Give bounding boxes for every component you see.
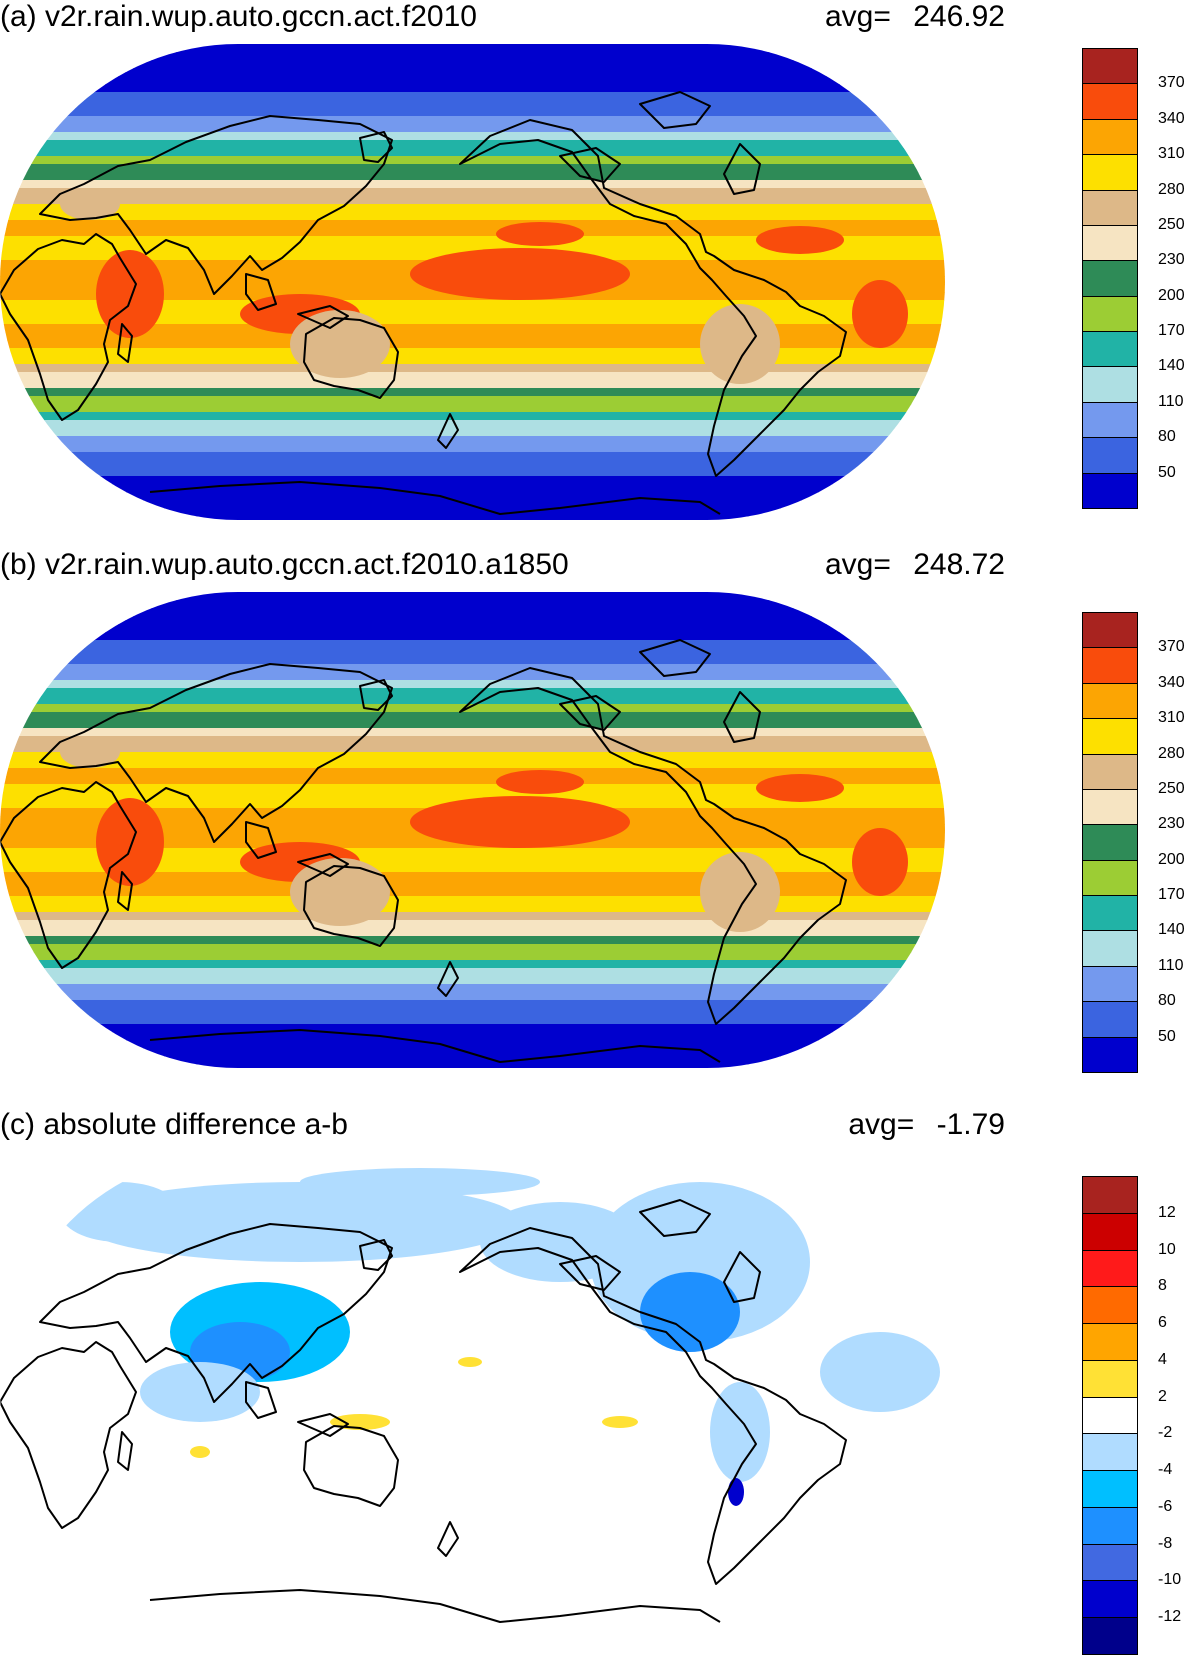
world-map-a [0,44,945,520]
colorbar-label: 200 [1158,286,1185,304]
colorbar-swatch [1082,1323,1138,1361]
colorbar-label: 12 [1158,1203,1176,1221]
colorbar-label: -8 [1158,1534,1173,1552]
colorbar-swatch [1082,472,1138,509]
map-panel-a: (a) v2r.rain.wup.auto.gccn.act.f2010 avg… [0,0,1188,548]
colorbar-swatch [1082,118,1138,156]
colorbar-label: 310 [1158,145,1185,163]
colorbar-swatch [1082,260,1138,297]
colorbar-label: -6 [1158,1497,1173,1515]
colorbar-swatch [1082,1001,1138,1038]
colorbar-swatch [1082,1617,1138,1655]
colorbar-label: 2 [1158,1387,1167,1405]
colorbar-label: 110 [1158,392,1184,410]
colorbar-swatch [1082,1506,1138,1545]
colorbar-swatch [1082,154,1138,191]
colorbar-label: 170 [1158,322,1185,340]
world-map-b [0,592,945,1068]
colorbar-label: 370 [1158,74,1185,92]
colorbar-label: 230 [1158,251,1185,269]
panel-title: (b) v2r.rain.wup.auto.gccn.act.f2010.a18… [0,548,569,581]
colorbar-label: 250 [1158,779,1185,797]
colorbar-swatch [1082,647,1138,684]
colorbar-swatch [1082,366,1138,403]
colorbar-swatch [1082,331,1138,368]
colorbar-swatch [1082,295,1138,333]
colorbar-swatch [1082,189,1138,226]
colorbar-label: 170 [1158,886,1185,904]
avg-label: avg= [848,1108,915,1141]
colorbar-swatch [1082,1212,1138,1251]
colorbar-label: -2 [1158,1424,1173,1442]
colorbar-label: 250 [1158,215,1185,233]
colorbar-label: 10 [1158,1240,1176,1258]
colorbar-label: 4 [1158,1350,1167,1368]
colorbar-swatch [1082,965,1138,1003]
colorbar-swatch [1082,718,1138,755]
avg-value: -1.79 [936,1108,1005,1141]
panel-title: (a) v2r.rain.wup.auto.gccn.act.f2010 [0,0,477,33]
colorbar-label: 110 [1158,956,1184,974]
colorbar-swatch [1082,1359,1138,1398]
colorbar-swatch [1082,83,1138,120]
panel-average: avg= -1.79 [848,1108,1005,1142]
avg-label: avg= [825,548,891,581]
colorbar-swatch [1082,930,1138,967]
colorbar-label: 50 [1158,1027,1176,1045]
colorbar-swatch [1082,1396,1138,1435]
avg-label: avg= [825,0,891,33]
colorbar-label: 280 [1158,744,1185,762]
colorbar-swatch [1082,1470,1138,1508]
colorbar-label: 140 [1158,921,1185,939]
colorbar-label: 280 [1158,180,1185,198]
colorbar-label: 8 [1158,1277,1167,1295]
colorbar-label: 310 [1158,709,1185,727]
colorbar-swatch [1082,1036,1138,1073]
colorbar-label: 80 [1158,428,1176,446]
panel-average: avg= 246.92 [825,0,1005,34]
colorbar-label: 50 [1158,463,1176,481]
colorbar-label: 200 [1158,850,1185,868]
colorbar-swatch [1082,48,1138,85]
map-panel-c: (c) absolute difference a-b avg= -1.79 1… [0,1108,1188,1677]
colorbar-label: 230 [1158,815,1185,833]
colorbar-swatch [1082,224,1138,262]
colorbar-swatch [1082,895,1138,932]
colorbar-label: -12 [1158,1608,1182,1626]
colorbar-swatch [1082,1433,1138,1472]
colorbar-swatch [1082,859,1138,897]
colorbar-swatch [1082,401,1138,439]
colorbar-swatch [1082,437,1138,474]
panel-average: avg= 248.72 [825,548,1005,582]
colorbar-b: 370 340 310 280 250 230 200 170 140 110 80 50 [1082,612,1185,1073]
colorbar-label: -4 [1158,1461,1173,1479]
colorbar-c: 12 10 8 6 4 2 -2 -4 -6 -8 -10 -12 [1082,1176,1181,1655]
world-map-c [0,1152,945,1628]
colorbar-swatch [1082,753,1138,790]
colorbar-label: -10 [1158,1571,1182,1589]
colorbar-swatch [1082,682,1138,720]
avg-value: 248.72 [913,548,1005,581]
colorbar-label: 340 [1158,673,1185,691]
map-panel-b: (b) v2r.rain.wup.auto.gccn.act.f2010.a18… [0,548,1188,1108]
colorbar-a: 370 340 310 280 250 230 200 170 140 110 80 50 [1082,48,1185,509]
colorbar-swatch [1082,1543,1138,1582]
colorbar-swatch [1082,1580,1138,1619]
avg-value: 246.92 [913,0,1005,33]
colorbar-swatch [1082,1286,1138,1325]
colorbar-swatch [1082,824,1138,861]
colorbar-label: 140 [1158,357,1185,375]
colorbar-label: 80 [1158,992,1176,1010]
colorbar-label: 370 [1158,638,1185,656]
colorbar-swatch [1082,1176,1138,1214]
panel-title: (c) absolute difference a-b [0,1108,348,1141]
colorbar-label: 340 [1158,109,1185,127]
colorbar-label: 6 [1158,1314,1167,1332]
colorbar-swatch [1082,1249,1138,1288]
colorbar-swatch [1082,612,1138,649]
colorbar-swatch [1082,788,1138,826]
